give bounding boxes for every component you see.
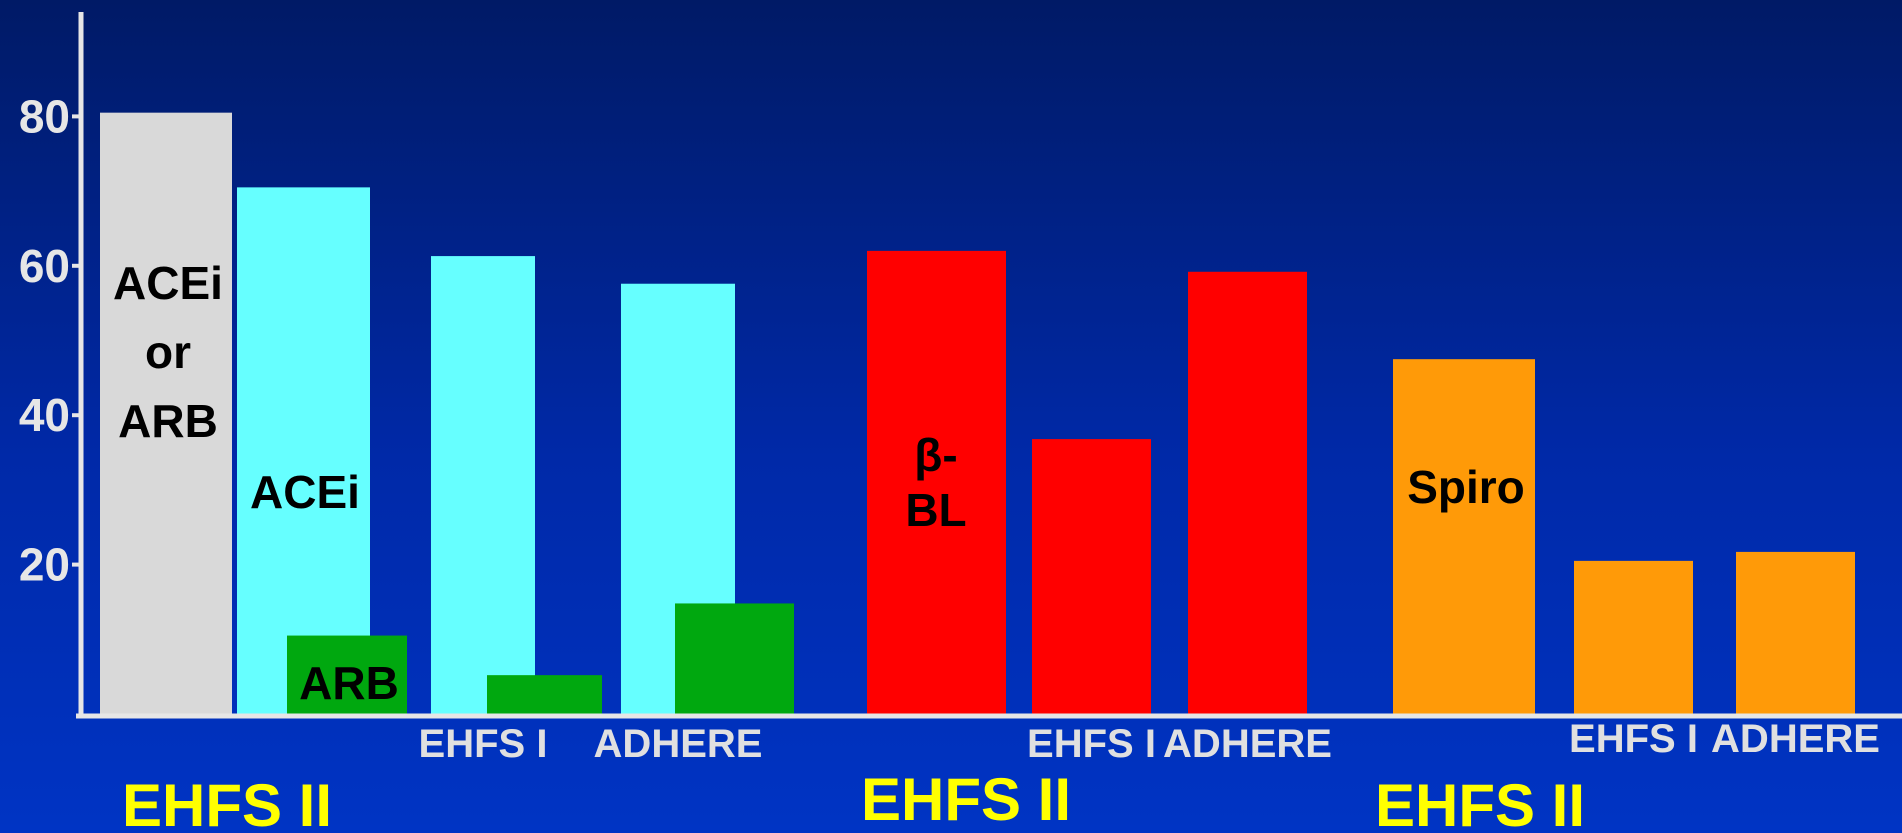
bar-label-g0-b1-l0: ACEi <box>250 466 360 518</box>
bar-g2-b1 <box>1574 560 1693 714</box>
bar-g1-b2 <box>1188 271 1307 714</box>
y-tick-label-20: 20 <box>19 539 70 591</box>
source-label-g0-b3: EHFS I <box>419 722 548 766</box>
bar-g2-b2 <box>1736 551 1855 714</box>
bar-g0-b0 <box>100 112 232 715</box>
bar-g0-b3 <box>431 256 535 714</box>
bar-g0-b4 <box>487 675 602 714</box>
source-label-g2-b1: EHFS I <box>1569 717 1698 761</box>
bar-label-g2-b0-l0: Spiro <box>1407 461 1525 513</box>
bar-label-g1-b0-l0: β- <box>914 429 957 481</box>
source-label-g2-b2: ADHERE <box>1711 717 1880 761</box>
bar-label-g0-b2-l0: ARB <box>299 657 399 709</box>
bar-g2-b0 <box>1393 359 1535 714</box>
axis-layer <box>72 12 1902 719</box>
group-label-0: EHFS II <box>122 772 332 833</box>
bar-label-g0-b0-l1: or <box>145 326 191 378</box>
bar-g0-b6 <box>675 603 794 714</box>
bar-g0-b1 <box>237 187 370 715</box>
bars-layer <box>100 112 1855 715</box>
group-label-1: EHFS II <box>861 766 1071 833</box>
group-label-2: EHFS II <box>1375 772 1585 833</box>
bar-g1-b0 <box>867 250 1006 715</box>
bar-label-g1-b0-l1: BL <box>905 484 966 536</box>
source-label-g0-b5: ADHERE <box>594 722 763 766</box>
source-label-g1-b2: ADHERE <box>1163 722 1332 766</box>
bar-label-g0-b0-l2: ARB <box>118 395 218 447</box>
source-label-g1-b1: EHFS I <box>1027 722 1156 766</box>
bar-g1-b1 <box>1032 439 1151 714</box>
y-tick-label-60: 60 <box>19 240 70 292</box>
bar-g0-b2 <box>287 635 407 714</box>
y-tick-label-40: 40 <box>19 389 70 441</box>
bar-label-g0-b0-l0: ACEi <box>113 257 223 309</box>
y-tick-label-80: 80 <box>19 90 70 142</box>
